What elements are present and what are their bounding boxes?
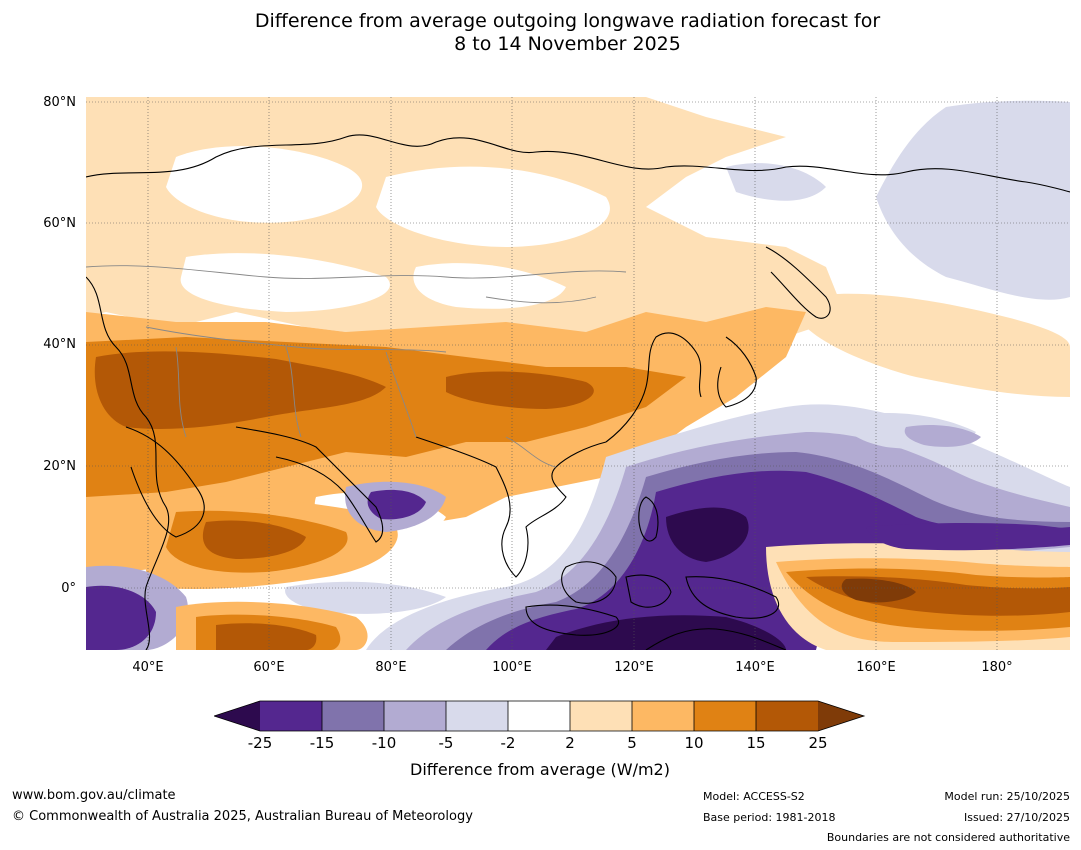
title-line-2: 8 to 14 November 2025 xyxy=(454,33,681,55)
colorbar-label: Difference from average (W/m2) xyxy=(410,760,670,779)
colorbar-tick-25: 25 xyxy=(808,734,828,752)
footer-website-link[interactable]: www.bom.gov.au/climate xyxy=(12,788,176,803)
colorbar-tick-10: 10 xyxy=(684,734,704,752)
anomaly-map-svg xyxy=(86,97,1070,650)
map-title: Difference from average outgoing longwav… xyxy=(0,10,1081,56)
lon-label-160e: 160°E xyxy=(856,660,896,675)
lon-label-60e: 60°E xyxy=(253,660,285,675)
colorbar-tick-2: 2 xyxy=(565,734,575,752)
footer-issued: Issued: 27/10/2025 xyxy=(963,811,1070,824)
colorbar-tick-5: 5 xyxy=(627,734,637,752)
colorbar-tick-neg2: -2 xyxy=(500,734,516,752)
colorbar-tick-neg15: -15 xyxy=(309,734,335,752)
colorbar-bin-6 xyxy=(570,701,632,731)
footer-copyright: © Commonwealth of Australia 2025, Austra… xyxy=(12,809,473,824)
colorbar-high-extend xyxy=(818,701,864,731)
anomaly-region-northpacific-negative xyxy=(876,100,1070,300)
colorbar xyxy=(214,700,866,732)
colorbar-bin-4 xyxy=(446,701,508,731)
lat-label-20n: 20°N xyxy=(43,459,76,474)
lon-label-180: 180° xyxy=(981,660,1013,675)
footer-model-run: Model run: 25/10/2025 xyxy=(944,790,1070,803)
lat-label-60n: 60°N xyxy=(43,216,76,231)
footer-model: Model: ACCESS-S2 xyxy=(703,790,805,803)
footer-base-period: Base period: 1981-2018 xyxy=(703,811,836,824)
lon-label-80e: 80°E xyxy=(375,660,407,675)
lon-label-140e: 140°E xyxy=(735,660,775,675)
colorbar-tick-neg25: -25 xyxy=(247,734,273,752)
lon-label-120e: 120°E xyxy=(614,660,654,675)
lat-label-80n: 80°N xyxy=(43,95,76,110)
colorbar-bin-1 xyxy=(260,701,322,731)
country-borders xyxy=(86,265,627,468)
colorbar-low-extend xyxy=(214,701,260,731)
lon-label-40e: 40°E xyxy=(132,660,164,675)
coastlines xyxy=(86,134,1070,650)
colorbar-bin-9 xyxy=(756,701,818,731)
anomaly-core-iran xyxy=(94,351,386,429)
anomaly-map xyxy=(86,97,1070,650)
lat-label-40n: 40°N xyxy=(43,337,76,352)
colorbar-tick-neg10: -10 xyxy=(371,734,397,752)
lat-label-0: 0° xyxy=(61,581,76,596)
colorbar-bin-7 xyxy=(632,701,694,731)
anomaly-core-tibet xyxy=(446,371,594,409)
colorbar-bin-8 xyxy=(694,701,756,731)
colorbar-bin-3 xyxy=(384,701,446,731)
footer-boundaries-disclaimer: Boundaries are not considered authoritat… xyxy=(826,831,1070,844)
colorbar-tick-15: 15 xyxy=(746,734,766,752)
lon-label-100e: 100°E xyxy=(492,660,532,675)
colorbar-bin-5 xyxy=(508,701,570,731)
colorbar-bin-2 xyxy=(322,701,384,731)
colorbar-tick-neg5: -5 xyxy=(438,734,454,752)
title-line-1: Difference from average outgoing longwav… xyxy=(254,10,881,32)
